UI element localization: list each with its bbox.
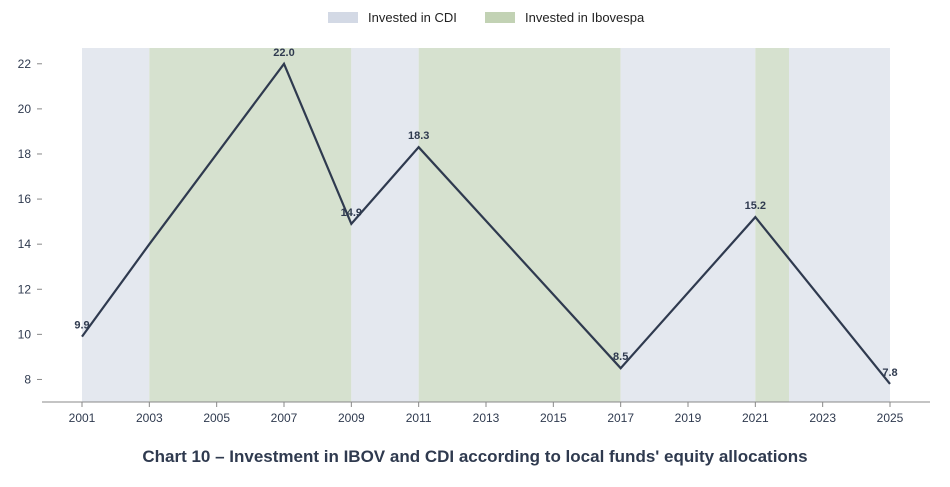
y-tick-label: 16	[18, 192, 32, 206]
x-tick-label: 2023	[809, 411, 836, 425]
data-label: 7.8	[882, 367, 897, 379]
x-tick-label: 2005	[203, 411, 230, 425]
x-tick-label: 2003	[136, 411, 163, 425]
chart-caption: Chart 10 – Investment in IBOV and CDI ac…	[142, 447, 808, 466]
axes: 2001 2003 2005 2007 2009 2011 2013 2015 2017 2019…	[18, 57, 930, 425]
y-tick-label: 22	[18, 57, 32, 71]
data-labels: 9.9 22.0 14.9 18.3 8.5 15.2 7.8	[74, 47, 897, 379]
band-cdi-4	[620, 48, 756, 402]
y-tick-label: 10	[18, 327, 32, 341]
line-chart: Invested in CDI Invested in Ibovespa 2001…	[18, 10, 930, 425]
x-tick-label: 2011	[406, 411, 432, 425]
band-cdi-0	[82, 48, 150, 402]
y-tick-label: 14	[18, 237, 32, 251]
band-ibov-1	[149, 48, 352, 402]
legend-swatch-0	[328, 12, 358, 23]
x-tick-label: 2013	[473, 411, 500, 425]
x-tick-label: 2019	[675, 411, 702, 425]
data-label: 18.3	[408, 130, 429, 142]
allocation-bands	[82, 48, 890, 402]
legend-label-1: Invested in Ibovespa	[525, 10, 645, 25]
x-tick-label: 2017	[607, 411, 634, 425]
series-line	[81, 61, 891, 385]
band-ibov-3	[418, 48, 621, 402]
x-tick-label: 2001	[69, 411, 96, 425]
legend-swatch-1	[485, 12, 515, 23]
y-tick-label: 12	[18, 282, 32, 296]
legend-label-0: Invested in CDI	[368, 10, 457, 25]
series-line-group	[81, 61, 891, 385]
data-label: 15.2	[745, 200, 766, 212]
x-tick-label: 2021	[742, 411, 769, 425]
band-cdi-6	[789, 48, 890, 402]
data-label: 9.9	[74, 320, 89, 332]
data-label: 22.0	[273, 47, 294, 59]
x-tick-label: 2009	[338, 411, 365, 425]
data-label: 8.5	[613, 351, 628, 363]
legend: Invested in CDI Invested in Ibovespa	[328, 10, 645, 25]
y-tick-label: 8	[24, 372, 31, 386]
y-tick-label: 20	[18, 102, 32, 116]
x-tick-label: 2015	[540, 411, 567, 425]
band-cdi-2	[351, 48, 419, 402]
x-tick-label: 2025	[877, 411, 904, 425]
data-label: 14.9	[341, 207, 362, 219]
x-tick-label: 2007	[271, 411, 298, 425]
y-tick-label: 18	[18, 147, 32, 161]
